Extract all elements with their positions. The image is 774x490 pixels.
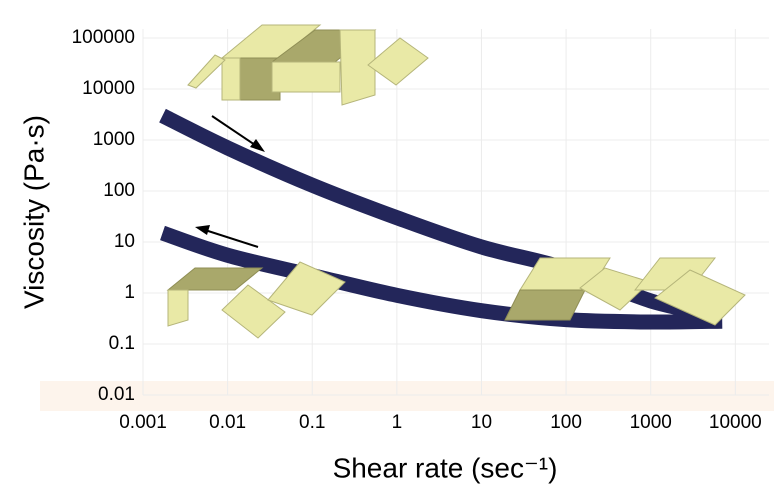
x-tick-label: 0.001: [119, 412, 167, 433]
y-axis-title: Viscosity (Pa·s): [18, 115, 49, 309]
x-tick-label: 10: [471, 412, 492, 433]
x-tick-label: 0.01: [209, 412, 246, 433]
band: [40, 381, 774, 411]
x-tick-label: 100: [550, 412, 582, 433]
chart: 0.01 0.1 1 10 100 1000 10000 100000 0.001 0.01 0.1…: [0, 0, 774, 490]
x-tick-label: 10000: [709, 412, 762, 433]
y-tick-label: 0.1: [109, 333, 135, 354]
y-tick-label: 1000: [93, 129, 135, 150]
y-tick-label: 100000: [72, 27, 135, 48]
x-tick-label: 0.1: [299, 412, 325, 433]
platelets-left: [168, 262, 345, 338]
x-tick-label: 1: [392, 412, 403, 433]
y-tick-label: 10000: [82, 78, 135, 99]
y-tick-label: 1: [124, 282, 135, 303]
y-tick-label: 10: [114, 231, 135, 252]
y-tick-label: 100: [103, 180, 135, 201]
y-tick-label: 0.01: [98, 384, 135, 405]
x-tick-label: 1000: [630, 412, 672, 433]
x-axis-title: Shear rate (sec⁻¹): [333, 452, 558, 483]
platelets-top: [188, 25, 428, 105]
